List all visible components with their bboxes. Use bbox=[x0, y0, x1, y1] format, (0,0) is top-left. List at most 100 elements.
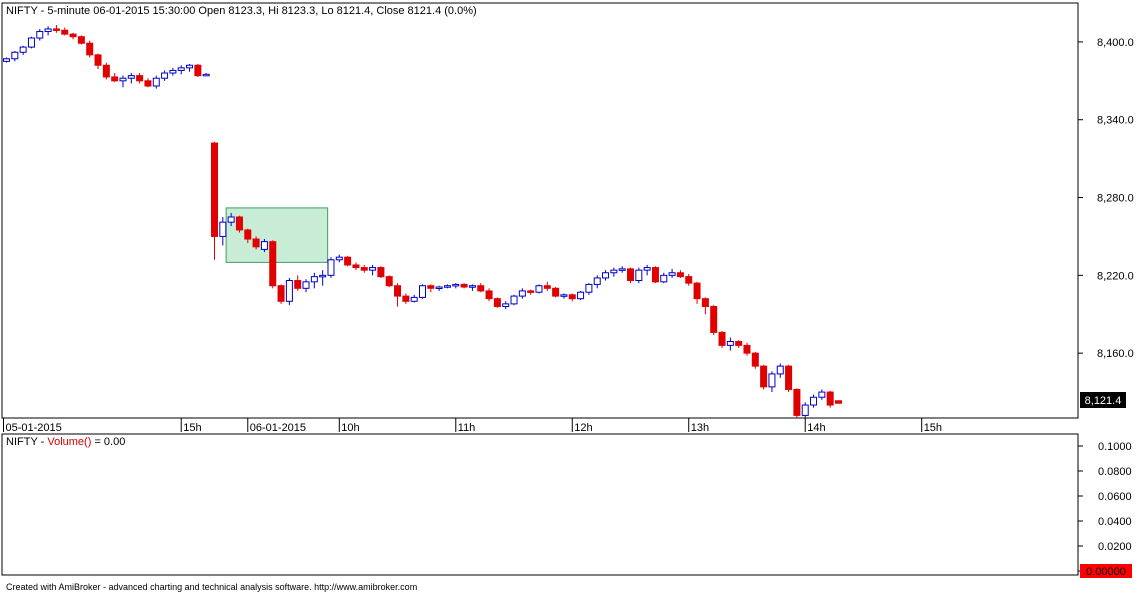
volume-pane-frame bbox=[1, 433, 1079, 576]
volume-header-value: = 0.00 bbox=[91, 436, 125, 448]
volume-last-badge bbox=[1080, 564, 1132, 578]
candle-up bbox=[169, 67, 177, 76]
highlight-box bbox=[225, 207, 329, 263]
candle-down bbox=[294, 275, 302, 291]
candle-body bbox=[685, 276, 693, 284]
candle-down bbox=[194, 63, 202, 77]
candle-up bbox=[818, 389, 826, 400]
candle-body bbox=[86, 42, 94, 56]
volume-tick-label: 0.0800 bbox=[1098, 466, 1132, 478]
candle-body bbox=[19, 46, 27, 53]
candle-body bbox=[776, 365, 784, 375]
candle-body bbox=[402, 295, 410, 302]
candle-down bbox=[144, 78, 152, 88]
candle-down bbox=[785, 364, 793, 393]
candle-body bbox=[327, 259, 335, 276]
volume-tick-label: 0.0600 bbox=[1098, 491, 1132, 503]
volume-tick-label: 0.0200 bbox=[1098, 541, 1132, 553]
candle-body bbox=[510, 295, 518, 305]
candle-body bbox=[260, 241, 268, 250]
candle-down bbox=[269, 240, 277, 289]
candle-up bbox=[768, 371, 776, 393]
candle-up bbox=[468, 284, 476, 291]
candle-body bbox=[493, 298, 501, 307]
time-tick-label: 10h bbox=[341, 422, 359, 434]
candle-up bbox=[668, 268, 676, 278]
candle-up bbox=[186, 63, 194, 72]
candle-down bbox=[211, 141, 218, 260]
candle-down bbox=[102, 62, 110, 80]
candle-body bbox=[252, 238, 260, 248]
candle-body bbox=[219, 221, 227, 237]
candle-down bbox=[826, 390, 834, 408]
candle-body bbox=[36, 31, 44, 39]
candle-body bbox=[818, 391, 826, 398]
candle-body bbox=[277, 285, 285, 302]
candle-down bbox=[485, 288, 493, 302]
candle-up bbox=[36, 28, 44, 41]
candle-body bbox=[111, 76, 119, 82]
candle-down bbox=[793, 388, 801, 418]
candle-body bbox=[560, 294, 568, 297]
candle-up bbox=[776, 363, 784, 378]
candle-body bbox=[535, 285, 543, 293]
candle-body bbox=[310, 276, 318, 283]
candle-down bbox=[360, 264, 368, 273]
candle-body bbox=[710, 305, 718, 333]
candle-up bbox=[726, 337, 734, 351]
candle-body bbox=[835, 400, 842, 404]
last-price-badge bbox=[1080, 392, 1126, 408]
time-tick-label: 13h bbox=[691, 422, 709, 434]
candle-up bbox=[260, 239, 268, 252]
candle-down bbox=[377, 266, 385, 278]
volume-axis: 0.1000 0.0800 0.0600 0.0400 0.0200 bbox=[1078, 441, 1132, 572]
candle-up bbox=[27, 36, 35, 49]
candle-body bbox=[285, 280, 293, 302]
candle-up bbox=[119, 75, 127, 88]
candle-up bbox=[510, 294, 518, 306]
candle-body bbox=[227, 216, 235, 223]
candle-down bbox=[760, 364, 768, 390]
candle-up bbox=[618, 266, 626, 273]
candle-body bbox=[394, 285, 402, 297]
volume-tick-label: 0.1000 bbox=[1098, 441, 1132, 453]
candle-down bbox=[651, 266, 659, 284]
price-tick-label: 8,400.0 bbox=[1097, 37, 1134, 49]
last-price-label: 8,121.4 bbox=[1085, 395, 1122, 407]
candle-down bbox=[277, 284, 285, 304]
candle-down bbox=[710, 305, 718, 335]
candle-body bbox=[768, 373, 776, 388]
price-tick-label: 8,220.0 bbox=[1097, 270, 1134, 282]
candle-up bbox=[577, 290, 585, 300]
candle-down bbox=[235, 215, 243, 233]
candle-body bbox=[385, 276, 393, 287]
candle-body bbox=[369, 267, 377, 271]
candle-up bbox=[127, 73, 135, 84]
candle-up bbox=[319, 270, 327, 286]
candle-body bbox=[676, 272, 684, 278]
candle-body bbox=[718, 331, 726, 346]
volume-header: NIFTY - Volume() = 0.00 bbox=[6, 436, 125, 448]
time-tick-label: 06-01-2015 bbox=[250, 422, 306, 434]
candle-body bbox=[460, 283, 468, 288]
candle-body bbox=[44, 28, 52, 33]
candle-body bbox=[186, 64, 194, 69]
candle-body bbox=[269, 241, 277, 287]
candle-down bbox=[493, 297, 501, 308]
time-tick-label: 11h bbox=[458, 422, 476, 434]
candle-body bbox=[377, 267, 385, 278]
candle-body bbox=[202, 73, 210, 77]
price-axis: 8,160.0 8,220.0 8,280.0 8,340.0 8,400.0 bbox=[1078, 37, 1134, 360]
candle-down bbox=[69, 32, 77, 40]
candle-body bbox=[169, 69, 177, 74]
candle-body bbox=[3, 58, 10, 62]
candle-up bbox=[3, 57, 10, 63]
footer-text: Created with AmiBroker - advanced charti… bbox=[6, 582, 417, 592]
candle-body bbox=[435, 286, 443, 290]
time-axis: 05-01-2015 15h 06-01-2015 10h 11h 12h 13h 14h 15… bbox=[3, 418, 942, 434]
candle-body bbox=[144, 80, 152, 87]
candle-body bbox=[136, 75, 144, 82]
candle-body bbox=[119, 77, 127, 82]
candle-body bbox=[294, 280, 302, 289]
